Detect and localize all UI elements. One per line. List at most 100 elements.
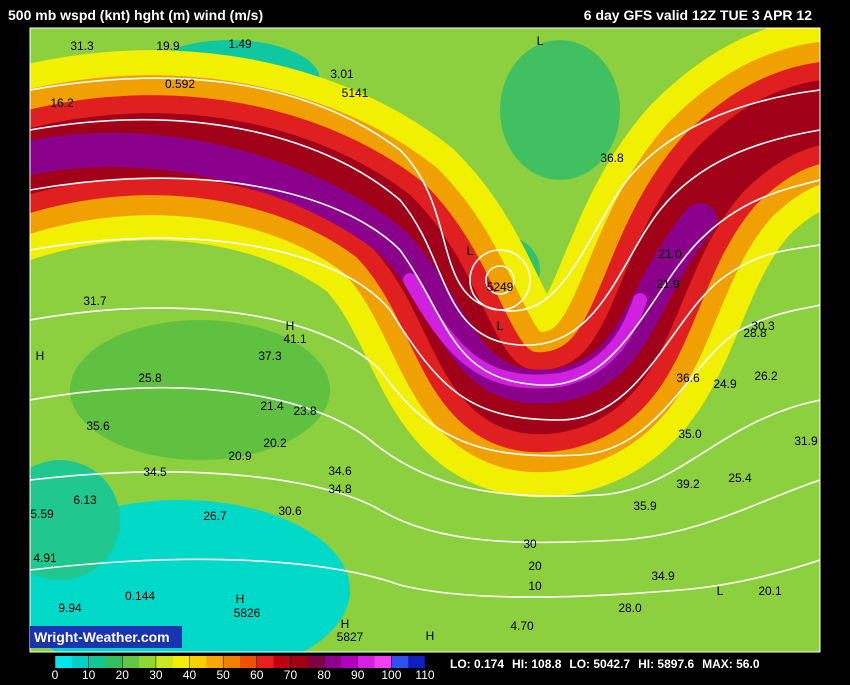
- colorbar-swatch: [139, 656, 157, 668]
- colorbar-swatch: [55, 656, 73, 668]
- colorbar-label: 70: [284, 668, 298, 680]
- colorbar-swatch: [206, 656, 224, 668]
- map-label: 31.9: [794, 434, 818, 448]
- map-label: 39.2: [676, 477, 700, 491]
- map-label: 21.9: [656, 277, 680, 291]
- colorbar-swatch: [105, 656, 123, 668]
- map-label: 31.7: [83, 294, 107, 308]
- stat: MAX: 56.0: [702, 657, 760, 671]
- map-label: 26.2: [754, 369, 778, 383]
- map-label: L: [537, 34, 544, 48]
- colorbar-swatch: [290, 656, 308, 668]
- colorbar-swatch: [357, 656, 376, 668]
- map-label: 5.59: [30, 507, 54, 521]
- colorbar-swatch: [256, 656, 275, 668]
- map-label: 36.6: [676, 371, 700, 385]
- speed-area: [70, 320, 330, 460]
- colorbar-swatch: [307, 656, 325, 668]
- map-label: 35.0: [678, 427, 702, 441]
- map-label: L: [497, 319, 504, 333]
- map-label: 3.01: [330, 67, 354, 81]
- map-label: 25.8: [138, 371, 162, 385]
- map-label: 23.8: [293, 404, 317, 418]
- colorbar-swatch: [172, 656, 191, 668]
- map-label: H: [36, 349, 45, 363]
- stat: HI: 5897.6: [638, 657, 694, 671]
- colorbar-label: 30: [149, 668, 163, 680]
- map-label: H: [286, 319, 295, 333]
- map-label: 30: [523, 537, 537, 551]
- colorbar-swatch: [223, 656, 241, 668]
- map-label: 36.8: [600, 151, 624, 165]
- map-label: 26.7: [203, 509, 227, 523]
- map-label: 5827: [337, 630, 364, 644]
- colorbar-label: 0: [52, 668, 59, 680]
- watermark: Wright-Weather.com: [34, 629, 170, 645]
- colorbar-swatch: [88, 656, 106, 668]
- height-contours: [30, 77, 820, 598]
- colorbar-swatch: [122, 656, 140, 668]
- map-label: 30.3: [751, 319, 775, 333]
- map-label: 34.6: [328, 464, 352, 478]
- map-label: 35.6: [86, 419, 110, 433]
- colorbar-swatch: [273, 656, 291, 668]
- map-labels: 5141 5249 5826 5827 L L L L H H H H H 31.3 19.9 1.49 16.…: [30, 34, 818, 644]
- stats: LO: 0.174 HI: 108.8 LO: 5042.7 HI: 5897.6 MA…: [450, 657, 760, 671]
- map-label: 9.94: [58, 601, 82, 615]
- colorbar-swatch: [189, 656, 207, 668]
- map-label: 20.2: [263, 436, 287, 450]
- map-label: 35.9: [633, 499, 657, 513]
- map-label: 20: [528, 559, 542, 573]
- map-label: L: [717, 584, 724, 598]
- colorbar-swatch: [408, 656, 426, 668]
- colorbar: 0 10 20 30 40 50 60 70 80 90 100 110: [52, 656, 435, 682]
- map-label: 4.70: [510, 619, 534, 633]
- map: 5141 5249 5826 5827 L L L L H H H H H 31.3 19.9 1.49 16.…: [30, 28, 820, 652]
- map-label: 20.9: [228, 449, 252, 463]
- map-label: 25.4: [728, 471, 752, 485]
- stat: LO: 5042.7: [569, 657, 630, 671]
- map-label: 34.9: [651, 569, 675, 583]
- colorbar-label: 20: [116, 668, 130, 680]
- map-label: L: [467, 244, 474, 258]
- map-label: 21.4: [260, 399, 284, 413]
- speed-area: [500, 40, 620, 180]
- map-label: 10: [528, 579, 542, 593]
- map-label: 16.2: [50, 96, 74, 110]
- map-label: 21.0: [658, 247, 682, 261]
- colorbar-swatch: [71, 656, 90, 668]
- colorbar-swatch: [374, 656, 392, 668]
- map-label: 0.592: [165, 77, 195, 91]
- header-right: 6 day GFS valid 12Z TUE 3 APR 12: [584, 7, 812, 23]
- map-label: 19.9: [156, 39, 180, 53]
- map-label: 6.13: [73, 493, 97, 507]
- map-label: 24.9: [713, 377, 737, 391]
- colorbar-label: 50: [217, 668, 231, 680]
- map-label: 4.91: [33, 551, 57, 565]
- colorbar-label: 110: [415, 668, 434, 680]
- map-label: 1.49: [228, 37, 252, 51]
- map-label: 28.0: [618, 601, 642, 615]
- colorbar-label: 90: [351, 668, 365, 680]
- map-label: 31.3: [70, 39, 94, 53]
- map-label: 0.144: [125, 589, 155, 603]
- stat: LO: 0.174: [450, 657, 504, 671]
- watermark-box: [30, 626, 182, 648]
- colorbar-label: 80: [317, 668, 331, 680]
- speed-area: [30, 460, 120, 580]
- map-label: 20.1: [758, 584, 782, 598]
- map-label: 34.5: [143, 465, 167, 479]
- map-label: H: [341, 617, 350, 631]
- map-label: 28.8: [743, 326, 767, 340]
- header-left: 500 mb wspd (knt) hght (m) wind (m/s): [8, 7, 263, 23]
- map-label: 5249: [487, 280, 514, 294]
- map-frame: [29, 27, 821, 653]
- map-label: 5141: [342, 86, 369, 100]
- colorbar-swatch: [155, 656, 174, 668]
- map-label: H: [236, 592, 245, 606]
- map-label: 37.3: [258, 349, 282, 363]
- map-label: 41.1: [283, 332, 307, 346]
- colorbar-swatch: [340, 656, 359, 668]
- colorbar-label: 60: [250, 668, 264, 680]
- map-label: 5826: [234, 606, 261, 620]
